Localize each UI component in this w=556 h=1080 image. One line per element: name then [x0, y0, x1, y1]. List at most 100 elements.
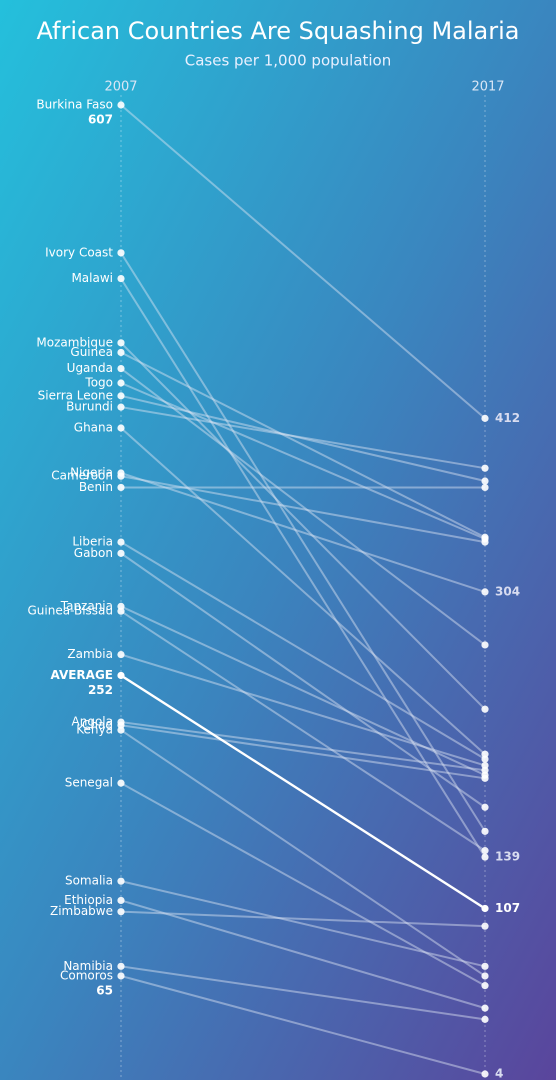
value-label: 107	[495, 901, 520, 915]
point	[481, 477, 489, 485]
slope-line	[120, 721, 486, 772]
point	[481, 982, 489, 990]
point	[117, 607, 125, 615]
slope-line	[120, 367, 486, 646]
value-label: 412	[495, 411, 520, 425]
point	[481, 414, 489, 422]
country-label: Zimbabwe	[50, 904, 113, 918]
country-label: AVERAGE	[50, 668, 113, 682]
country-label: Ivory Coast	[45, 245, 113, 259]
chart-title: African Countries Are Squashing Malaria	[36, 17, 519, 45]
point	[481, 464, 489, 472]
point	[117, 671, 125, 680]
point	[481, 1015, 489, 1023]
country-label: Zambia	[67, 647, 113, 661]
x-tick-label: 2017	[471, 80, 504, 95]
slope-line	[120, 610, 486, 852]
point	[117, 249, 125, 257]
point	[481, 483, 489, 492]
value-label: 304	[495, 584, 520, 598]
slope-line	[120, 965, 486, 1021]
slope-line	[120, 541, 486, 760]
point	[117, 392, 125, 400]
country-label: Comoros	[60, 968, 113, 982]
country-label: Ghana	[74, 421, 113, 435]
point	[481, 827, 489, 835]
slope-line	[120, 674, 486, 910]
slope-line	[120, 605, 486, 777]
slope-line	[120, 729, 486, 977]
point	[481, 588, 489, 596]
slope-line	[120, 351, 486, 539]
slope-line	[120, 472, 486, 593]
country-label: Burkina Faso	[36, 98, 113, 112]
country-label: Namibia	[63, 959, 113, 973]
country-label: Kenya	[76, 723, 113, 737]
slope-line	[120, 910, 486, 928]
point	[117, 726, 125, 734]
slope-line	[120, 342, 486, 710]
slope-line	[120, 653, 486, 767]
point	[117, 779, 125, 787]
slope-line	[120, 552, 486, 809]
value-label: 252	[88, 683, 113, 697]
point	[481, 755, 489, 763]
point	[117, 339, 125, 347]
point	[117, 549, 125, 557]
slope-line	[120, 406, 486, 470]
country-label: Liberia	[72, 535, 113, 549]
point	[117, 348, 125, 357]
slope-line	[120, 278, 486, 858]
point	[481, 1004, 489, 1012]
country-label: Uganda	[67, 361, 113, 375]
point	[481, 705, 489, 713]
point	[481, 972, 489, 980]
value-label: 65	[96, 983, 113, 997]
point	[117, 972, 125, 980]
point	[481, 962, 489, 970]
point	[117, 962, 125, 970]
point	[117, 896, 125, 905]
slope-line	[120, 975, 486, 1075]
point	[481, 538, 489, 546]
point	[481, 774, 489, 782]
point	[117, 472, 125, 480]
point	[481, 922, 489, 930]
slope-line	[120, 782, 486, 987]
slope-line	[120, 724, 486, 780]
point	[117, 379, 125, 387]
point	[117, 483, 125, 492]
country-label: Chad	[82, 718, 113, 732]
slope-line	[120, 899, 486, 1010]
point	[481, 853, 489, 861]
country-label: Nigeria	[70, 465, 113, 479]
country-label: Mozambique	[36, 335, 113, 349]
country-label: Tanzania	[60, 599, 113, 613]
point	[117, 424, 125, 432]
country-label: Burundi	[66, 400, 113, 414]
slope-line	[120, 252, 486, 832]
country-label: Guinea-Bissau	[27, 604, 113, 618]
point	[117, 908, 125, 916]
slope-line	[120, 104, 486, 420]
point	[481, 1070, 489, 1078]
point	[117, 403, 125, 411]
value-label: 4	[495, 1067, 503, 1080]
country-label: Benin	[79, 480, 113, 494]
country-label: Gabon	[74, 546, 113, 560]
slope-line	[120, 427, 486, 755]
point	[117, 274, 125, 283]
point	[117, 538, 125, 546]
point	[117, 364, 125, 373]
country-label: Cameroon	[51, 469, 113, 483]
country-label: Malawi	[71, 271, 113, 285]
slope-line	[120, 475, 486, 544]
value-label: 139	[495, 850, 520, 864]
country-label: Sierra Leone	[38, 388, 113, 402]
point	[117, 877, 125, 885]
country-label: Angola	[72, 715, 113, 729]
point	[481, 641, 489, 649]
point	[481, 803, 489, 811]
